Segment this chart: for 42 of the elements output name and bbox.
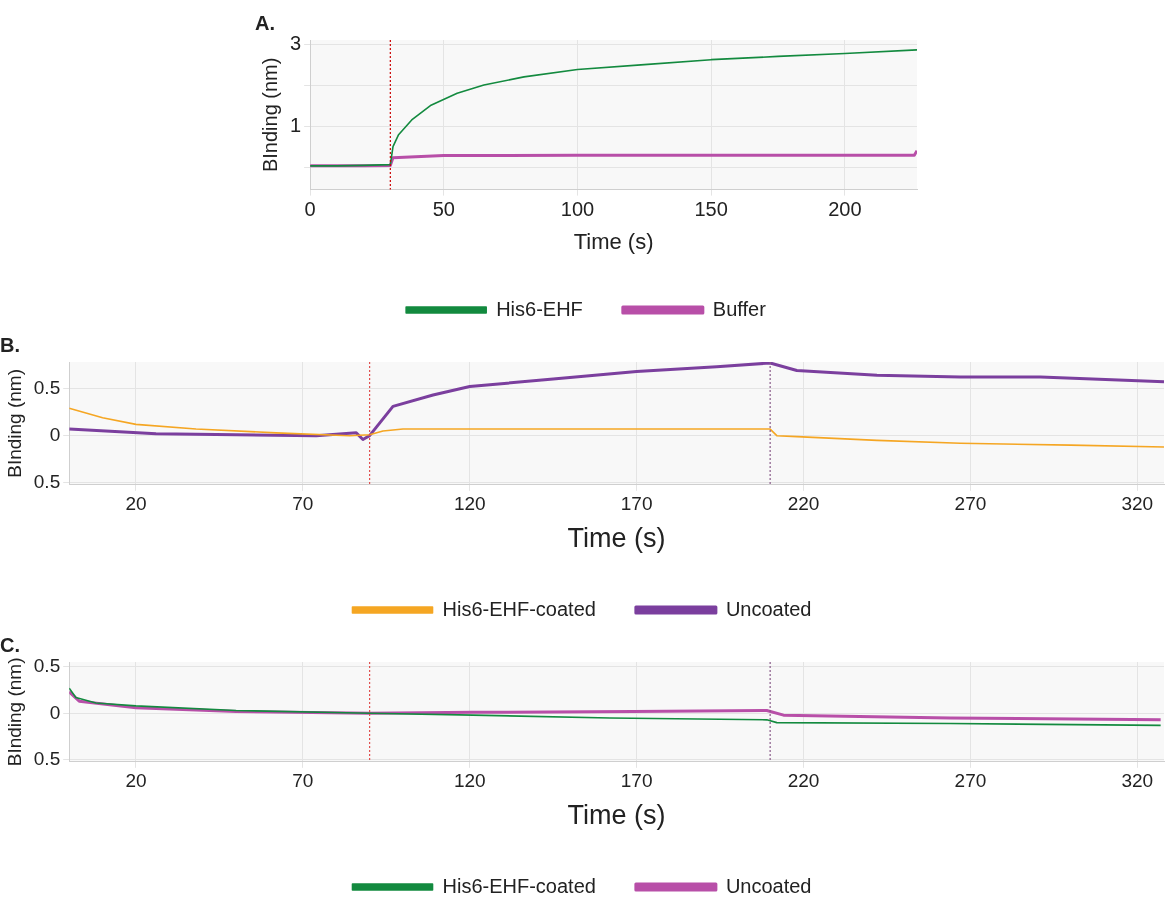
y-tick-label: 0	[49, 701, 61, 723]
x-tick-label: 0	[304, 198, 316, 221]
y-tick-label: 3	[290, 31, 302, 54]
x-tick-label: 170	[620, 493, 653, 515]
y-axis-title: BInding (nm)	[3, 657, 25, 767]
legend-label: His6-EHF-coated	[442, 597, 596, 620]
y-tick-label: 1	[290, 113, 302, 136]
y-tick-label: 0.5	[33, 376, 61, 398]
x-tick-label: 150	[694, 198, 728, 221]
x-tick-label: 70	[292, 770, 314, 792]
chart-title: A.	[255, 11, 275, 34]
chart-title: B.	[0, 333, 20, 356]
x-tick-label: 170	[620, 770, 653, 792]
x-tick-label: 320	[1121, 770, 1154, 792]
x-tick-label: 200	[828, 198, 862, 221]
x-tick-label: 20	[125, 770, 147, 792]
x-tick-label: 120	[453, 770, 486, 792]
y-tick-label: 0.5	[33, 654, 61, 676]
x-axis-title: Time (s)	[567, 523, 666, 554]
x-tick-label: 70	[292, 493, 314, 515]
legend-label: His6-EHF-coated	[442, 874, 596, 897]
x-tick-label: 270	[954, 770, 987, 792]
x-tick-label: 270	[954, 493, 987, 515]
x-axis-title: Time (s)	[573, 228, 654, 254]
x-tick-label: 320	[1121, 493, 1154, 515]
x-tick-label: 20	[125, 493, 147, 515]
legend-label: Buffer	[712, 297, 767, 320]
x-axis-title: Time (s)	[567, 800, 666, 831]
legend-label: His6-EHF	[496, 297, 583, 320]
x-tick-label: 100	[560, 198, 595, 221]
y-axis-title: BInding (nm)	[258, 57, 281, 173]
x-tick-label: 220	[787, 770, 820, 792]
x-tick-label: 120	[453, 493, 486, 515]
y-tick-label: 0	[49, 423, 61, 445]
legend-label: Uncoated	[725, 597, 812, 620]
legend-label: Uncoated	[725, 874, 812, 897]
x-tick-label: 50	[432, 198, 455, 221]
y-tick-label: 0.5	[33, 471, 61, 493]
y-tick-label: 0.5	[33, 748, 61, 770]
x-tick-label: 220	[787, 493, 820, 515]
chart-title: C.	[0, 633, 20, 656]
y-axis-title: BInding (nm)	[3, 369, 25, 478]
